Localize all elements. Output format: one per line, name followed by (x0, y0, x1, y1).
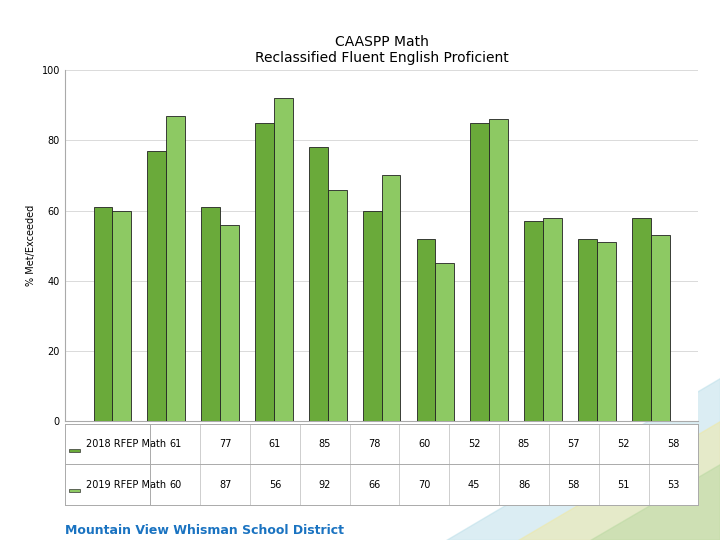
Text: 85: 85 (518, 439, 530, 449)
Y-axis label: % Met/Exceeded: % Met/Exceeded (26, 205, 36, 286)
Bar (166, 116, 185, 421)
Bar (490, 119, 508, 421)
Bar (328, 190, 346, 421)
Text: 53: 53 (667, 480, 680, 490)
Text: 86: 86 (518, 480, 530, 490)
Bar (436, 263, 454, 421)
Text: 85: 85 (318, 439, 331, 449)
Bar (543, 218, 562, 421)
Bar (309, 147, 328, 421)
Text: 2019 RFEP Math: 2019 RFEP Math (86, 480, 166, 490)
Text: 87: 87 (219, 480, 231, 490)
Bar (220, 225, 239, 421)
Text: 51: 51 (618, 480, 630, 490)
FancyBboxPatch shape (68, 489, 81, 492)
Bar (651, 235, 670, 421)
Bar (597, 242, 616, 421)
Text: 45: 45 (468, 480, 480, 490)
Text: 52: 52 (468, 439, 480, 449)
Text: 60: 60 (169, 480, 181, 490)
Text: 56: 56 (269, 480, 281, 490)
Bar (417, 239, 436, 421)
Text: 61: 61 (269, 439, 281, 449)
Text: 77: 77 (219, 439, 231, 449)
Bar (202, 207, 220, 421)
Bar (524, 221, 543, 421)
Text: 58: 58 (667, 439, 680, 449)
Bar (112, 211, 131, 421)
Text: 60: 60 (418, 439, 431, 449)
Text: 70: 70 (418, 480, 431, 490)
FancyBboxPatch shape (68, 449, 81, 451)
Bar (94, 207, 112, 421)
Text: Mountain View Whisman School District: Mountain View Whisman School District (65, 523, 344, 537)
Text: 52: 52 (618, 439, 630, 449)
Text: 78: 78 (369, 439, 381, 449)
Text: 92: 92 (318, 480, 331, 490)
Bar (470, 123, 490, 421)
Bar (274, 98, 293, 421)
Bar (148, 151, 166, 421)
Title: CAASPP Math
Reclassified Fluent English Proficient: CAASPP Math Reclassified Fluent English … (255, 35, 508, 65)
Bar (363, 211, 382, 421)
Text: 58: 58 (567, 480, 580, 490)
Bar (382, 176, 400, 421)
Bar (632, 218, 651, 421)
Bar (255, 123, 274, 421)
Text: 61: 61 (169, 439, 181, 449)
Text: 66: 66 (369, 480, 381, 490)
Text: 57: 57 (567, 439, 580, 449)
Text: 2018 RFEP Math: 2018 RFEP Math (86, 439, 166, 449)
Bar (578, 239, 597, 421)
